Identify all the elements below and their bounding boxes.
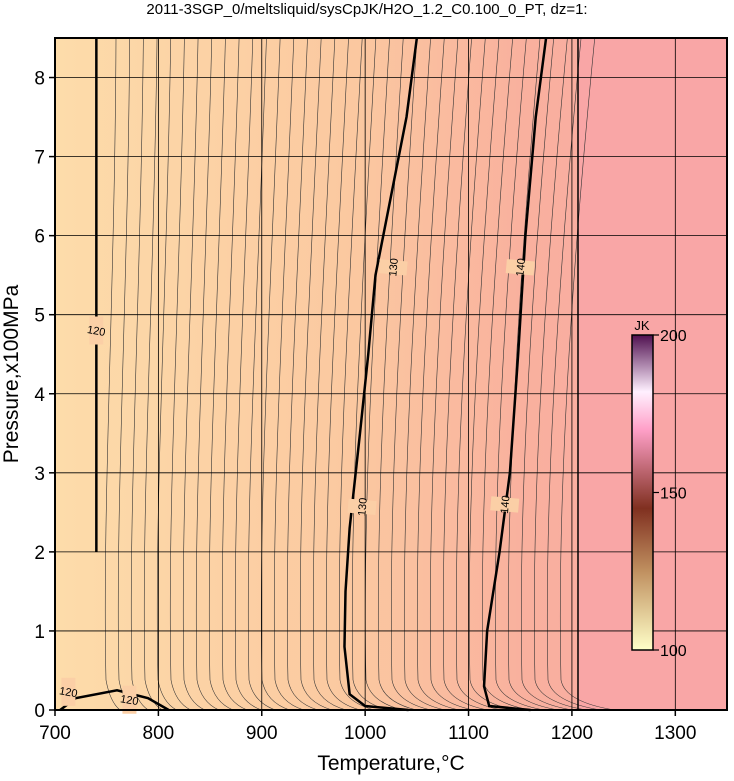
x-tick-label: 700: [39, 723, 71, 744]
thin-contour: [247, 37, 276, 711]
thin-contour: [273, 37, 304, 711]
thin-contour: [169, 37, 191, 711]
colorbar-tick-label: 200: [660, 328, 687, 345]
y-tick-label: 3: [34, 464, 45, 485]
thin-contour: [468, 37, 516, 711]
thin-contour: [520, 37, 573, 711]
thin-contour: [416, 37, 460, 711]
contour-label: 140: [499, 495, 513, 514]
x-axis-label: Temperature,°C: [317, 752, 464, 775]
x-tick-label: 1300: [654, 723, 696, 744]
contour-label: 140: [514, 258, 528, 277]
plot-frame: [54, 37, 728, 711]
thin-contour: [390, 37, 431, 711]
thin-contour: [104, 37, 121, 711]
y-tick-label: 2: [34, 543, 45, 564]
thin-contour: [377, 37, 417, 711]
thin-contour: [442, 37, 488, 711]
thin-contour: [507, 37, 559, 711]
thin-contour: [338, 37, 375, 711]
y-tick-label: 5: [34, 306, 45, 327]
thin-contour: [221, 37, 248, 711]
y-tick-label: 4: [34, 385, 45, 406]
contour-label: 130: [356, 497, 370, 516]
thin-contour: [299, 37, 333, 711]
thin-contours: [104, 37, 615, 711]
chart-title: 2011-3SGP_0/meltsliquid/sysCpJK/H2O_1.2_…: [146, 1, 587, 18]
y-tick-label: 8: [34, 69, 45, 90]
colorbar: [631, 334, 654, 651]
y-tick-label: 1: [34, 622, 45, 643]
contour-label-bg: [89, 316, 104, 345]
contour-label-bg: [122, 685, 137, 714]
x-tick-label: 900: [246, 723, 278, 744]
thin-contour: [286, 37, 318, 711]
thin-contour: [182, 37, 205, 711]
thin-contour: [195, 37, 220, 711]
x-tick-label: 1100: [448, 723, 489, 744]
thin-contour: [234, 37, 262, 711]
contour-label-bg: [378, 259, 408, 276]
x-tick-label: 1000: [344, 723, 386, 744]
y-axis-label: Pressure,x100MPa: [0, 284, 23, 463]
contour-label: 130: [387, 258, 401, 277]
contours: 120 120 120 130 130 140 140: [58, 37, 548, 714]
thin-contour: [312, 37, 347, 711]
thin-contour: [260, 37, 290, 711]
thin-contour: [455, 37, 502, 711]
thin-contour: [208, 37, 234, 711]
colorbar-tick-label: 150: [660, 486, 687, 503]
contour-label: 120: [58, 685, 78, 700]
colorbar-tick-label: 100: [660, 643, 687, 660]
thin-contour: [559, 37, 615, 711]
thin-contour: [143, 37, 163, 711]
y-tick-label: 6: [34, 227, 45, 248]
thin-contour: [325, 37, 361, 711]
contour-line: [343, 37, 419, 712]
contour-label-bg: [490, 496, 520, 513]
thin-contour: [403, 37, 446, 711]
contour-label-bg: [505, 259, 535, 276]
x-tick-label: 1200: [551, 723, 593, 744]
thin-contour: [533, 37, 587, 711]
thin-contour: [429, 37, 474, 711]
contour-label: 120: [119, 693, 139, 708]
thin-contour: [546, 37, 601, 711]
contour-label-bg: [347, 498, 377, 516]
contour-label-bg: [61, 677, 76, 706]
colorbar-label: JK: [634, 318, 650, 333]
x-tick-label: 800: [143, 723, 175, 744]
y-tick-label: 0: [34, 701, 45, 722]
contour-label: 120: [86, 324, 106, 339]
contour-line: [482, 37, 548, 712]
axes: 700 800 900 1000 1100 1200 1300 0 1 2 3 4 5 6 7 8: [34, 69, 696, 744]
colorbar-ticks: 100 150 200: [653, 328, 687, 660]
thin-contour: [481, 37, 530, 711]
y-tick-label: 7: [34, 148, 45, 169]
